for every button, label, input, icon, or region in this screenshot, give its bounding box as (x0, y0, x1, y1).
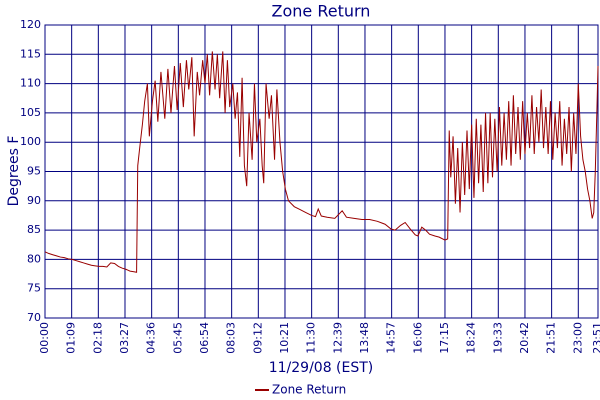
x-tick-label: 19:33 (491, 322, 504, 354)
x-tick-label: 08:03 (225, 322, 238, 354)
x-tick-label: 03:27 (118, 322, 131, 354)
y-tick-label: 80 (27, 252, 41, 265)
x-tick-label: 06:54 (198, 322, 211, 354)
x-tick-label: 23:51 (591, 322, 600, 354)
x-tick-label: 20:42 (518, 322, 531, 354)
y-tick-label: 95 (27, 165, 41, 178)
x-tick-label: 23:00 (571, 322, 584, 354)
x-tick-label: 01:09 (65, 322, 78, 354)
plot-border (44, 24, 599, 319)
x-tick-label: 10:21 (278, 322, 291, 354)
data-line (44, 51, 599, 273)
x-tick-label: 14:57 (385, 322, 398, 354)
chart-title: Zone Return (272, 2, 371, 21)
x-axis-title: 11/29/08 (EST) (269, 360, 374, 376)
y-tick-label: 85 (27, 223, 41, 236)
y-tick-label: 120 (20, 18, 41, 31)
y-tick-label: 90 (27, 194, 41, 207)
x-tick-label: 05:45 (171, 322, 184, 354)
y-tick-label: 105 (20, 106, 41, 119)
y-tick-label: 75 (27, 282, 41, 295)
marks (44, 51, 599, 273)
x-tick-label: 12:39 (331, 322, 344, 354)
y-tick-label: 115 (20, 47, 41, 60)
x-tick-label: 21:51 (545, 322, 558, 354)
x-tick-label: 09:12 (251, 322, 264, 354)
x-tick-label: 13:48 (358, 322, 371, 354)
legend-label: Zone Return (272, 383, 346, 397)
y-tick-label: 100 (20, 135, 41, 148)
x-tick-label: 02:18 (91, 322, 104, 354)
y-tick-label: 110 (20, 77, 41, 90)
y-axis-title: Degrees F (6, 136, 22, 207)
grid: 70 75 80 85 90 95 100 105 110 115 120 00:00 01:09 02:… (20, 18, 600, 354)
x-tick-label: 11:30 (305, 322, 318, 354)
x-tick-label: 17:15 (438, 322, 451, 354)
x-tick-label: 00:00 (38, 322, 51, 354)
x-tick-label: 04:36 (145, 322, 158, 354)
y-tick-label: 70 (27, 311, 41, 324)
x-tick-label: 18:24 (465, 322, 478, 354)
legend: Zone Return (255, 383, 346, 397)
x-tick-label: 16:06 (411, 322, 424, 354)
